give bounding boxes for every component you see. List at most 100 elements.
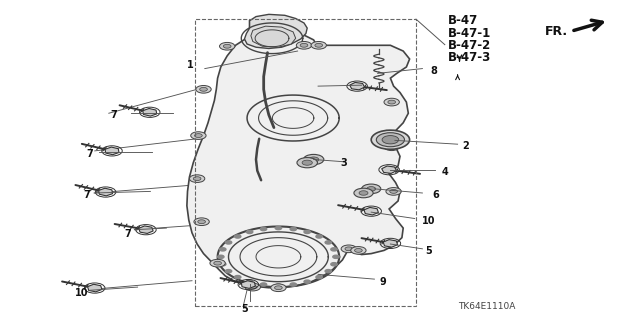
Text: B-47-3: B-47-3 [448, 51, 492, 64]
Circle shape [218, 255, 224, 258]
Text: TK64E1110A: TK64E1110A [458, 302, 515, 311]
Polygon shape [383, 240, 397, 247]
Circle shape [359, 191, 368, 195]
Text: 3: 3 [340, 158, 348, 168]
Circle shape [195, 134, 202, 137]
Circle shape [302, 160, 312, 165]
Circle shape [193, 177, 201, 181]
Circle shape [362, 184, 381, 194]
Text: FR.: FR. [545, 26, 568, 38]
Text: 5: 5 [425, 246, 432, 256]
Circle shape [271, 284, 286, 292]
Circle shape [311, 41, 326, 49]
Circle shape [246, 280, 253, 283]
Text: 5: 5 [242, 304, 248, 314]
Circle shape [316, 276, 323, 279]
Circle shape [331, 263, 337, 266]
Circle shape [331, 248, 337, 251]
Polygon shape [105, 147, 119, 155]
Circle shape [333, 255, 339, 258]
Polygon shape [364, 207, 378, 215]
Text: 4: 4 [442, 167, 449, 177]
Bar [195, 19, 416, 306]
Circle shape [297, 158, 317, 168]
Text: 10: 10 [422, 216, 436, 226]
Circle shape [200, 87, 207, 91]
Circle shape [345, 247, 353, 251]
Polygon shape [241, 281, 255, 288]
Text: B-47: B-47 [448, 14, 478, 27]
Circle shape [351, 247, 366, 254]
Circle shape [210, 259, 225, 267]
Circle shape [275, 284, 282, 287]
Circle shape [296, 41, 312, 49]
Text: B-47-1: B-47-1 [448, 27, 492, 40]
Circle shape [290, 227, 296, 231]
Text: 7: 7 [86, 149, 93, 159]
Circle shape [325, 270, 332, 273]
Circle shape [260, 227, 267, 231]
Circle shape [234, 235, 241, 238]
Polygon shape [349, 82, 365, 90]
Polygon shape [99, 188, 113, 196]
Text: 6: 6 [432, 190, 439, 200]
Polygon shape [143, 108, 157, 116]
Circle shape [303, 154, 324, 165]
Circle shape [196, 85, 211, 93]
Text: 8: 8 [430, 66, 437, 76]
Circle shape [382, 136, 399, 144]
Polygon shape [251, 26, 296, 47]
Circle shape [194, 218, 209, 226]
Circle shape [290, 283, 296, 286]
Circle shape [220, 248, 226, 251]
Circle shape [225, 270, 232, 273]
Circle shape [304, 280, 310, 283]
Circle shape [388, 145, 396, 149]
Circle shape [384, 98, 399, 106]
Polygon shape [139, 226, 153, 234]
Circle shape [371, 130, 410, 149]
Circle shape [367, 187, 376, 191]
Circle shape [220, 263, 226, 266]
Circle shape [390, 189, 397, 193]
Circle shape [355, 249, 362, 252]
Text: 10: 10 [74, 288, 88, 298]
Polygon shape [187, 21, 410, 288]
Circle shape [388, 100, 396, 104]
Polygon shape [88, 284, 102, 292]
Circle shape [376, 133, 404, 147]
Circle shape [225, 241, 232, 244]
Circle shape [220, 42, 235, 50]
Text: 1: 1 [187, 60, 194, 70]
Circle shape [304, 230, 310, 234]
Circle shape [308, 157, 319, 162]
Circle shape [246, 230, 253, 234]
Circle shape [341, 245, 356, 253]
Circle shape [275, 226, 282, 230]
Text: 7: 7 [111, 110, 117, 120]
Circle shape [300, 43, 308, 47]
Circle shape [316, 235, 323, 238]
Circle shape [275, 286, 282, 290]
Circle shape [315, 43, 323, 47]
Text: 7: 7 [125, 228, 131, 239]
Polygon shape [381, 166, 397, 174]
Circle shape [260, 283, 267, 286]
Circle shape [354, 188, 373, 198]
Circle shape [189, 175, 205, 182]
Circle shape [214, 261, 221, 265]
Circle shape [325, 241, 332, 244]
Circle shape [386, 188, 401, 195]
Circle shape [191, 132, 206, 139]
Circle shape [384, 143, 399, 151]
Circle shape [223, 44, 231, 48]
Circle shape [245, 283, 260, 291]
Circle shape [198, 220, 205, 224]
Circle shape [249, 285, 257, 289]
Text: 2: 2 [462, 141, 469, 151]
Circle shape [234, 276, 241, 279]
Polygon shape [244, 14, 307, 48]
Text: 7: 7 [83, 189, 90, 200]
Text: 9: 9 [380, 277, 387, 287]
Text: B-47-2: B-47-2 [448, 39, 492, 52]
